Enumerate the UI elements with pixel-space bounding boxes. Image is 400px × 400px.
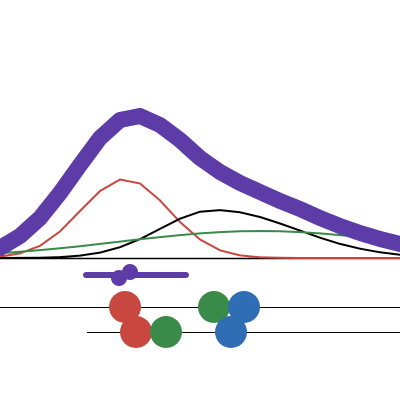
density-curve — [0, 108, 400, 256]
dot — [150, 316, 182, 348]
density-curve — [0, 178, 400, 259]
density-curve — [0, 209, 400, 259]
dot — [109, 291, 141, 323]
dot — [215, 316, 247, 348]
dot — [120, 316, 152, 348]
density-curve — [0, 230, 400, 255]
dot — [228, 291, 260, 323]
dot — [198, 291, 230, 323]
interval-point — [111, 270, 127, 286]
